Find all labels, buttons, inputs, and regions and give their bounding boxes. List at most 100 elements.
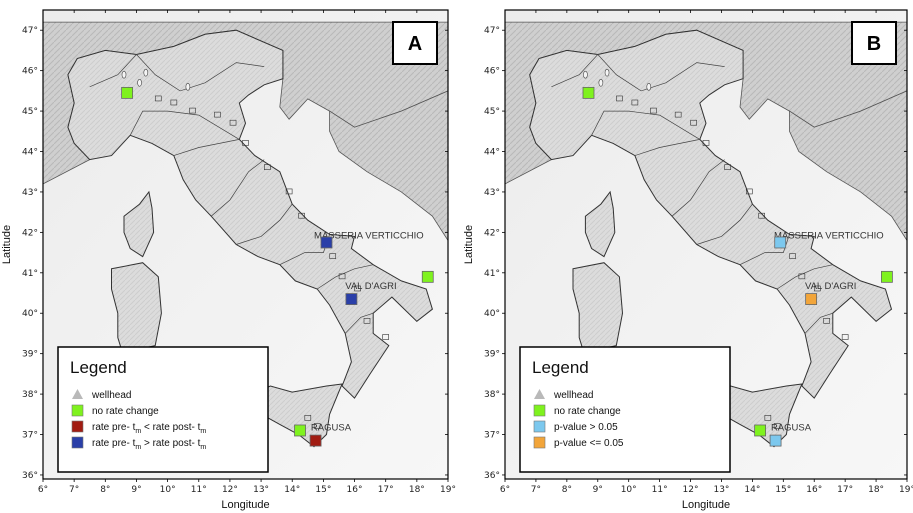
- legend-box: [57, 346, 269, 473]
- region-boundary: [136, 54, 265, 92]
- legend-box: [519, 346, 731, 473]
- permit-outline: [745, 188, 753, 195]
- well-marker: [320, 236, 333, 249]
- lon-tick-label: 17°: [378, 485, 394, 495]
- permit-outline: [798, 273, 806, 280]
- lat-tick-label: 40°: [484, 309, 500, 319]
- lat-tick-label: 37°: [22, 431, 38, 441]
- italy-peninsula: [529, 29, 893, 399]
- place-label: MASSERIA VERTICCHIO: [314, 230, 424, 241]
- legend-item-label: rate pre- tm < rate post- tm: [92, 422, 206, 435]
- lat-tick-label: 38°: [22, 390, 38, 400]
- lon-tick-label: 12°: [222, 485, 238, 495]
- permit-outline: [354, 285, 361, 292]
- lake: [121, 70, 127, 79]
- permit-outline: [702, 140, 710, 146]
- permit-outline: [154, 95, 162, 102]
- legend-item-label: p-value <= 0.05: [554, 438, 624, 449]
- well-marker: [121, 86, 134, 99]
- lon-tick-label: 19°: [440, 485, 456, 495]
- lat-tick-label: 47°: [484, 26, 500, 36]
- lat-tick-label: 41°: [484, 269, 500, 279]
- lon-tick-label: 8°: [100, 485, 110, 495]
- permit-outline: [773, 423, 781, 429]
- balkans-land: [329, 90, 448, 242]
- lon-tick-label: 9°: [593, 485, 603, 495]
- permit-outline: [214, 111, 221, 118]
- lon-tick-label: 14°: [744, 485, 760, 495]
- panel-letter-box: [851, 21, 897, 65]
- lat-tick-label: 40°: [22, 309, 38, 319]
- x-axis-label: Longitude: [221, 499, 269, 511]
- y-axis-label: Latitude: [463, 225, 475, 264]
- lon-tick-label: 6°: [38, 485, 48, 495]
- lat-tick-label: 42°: [22, 228, 38, 238]
- permit-outline: [229, 119, 237, 126]
- region-boundary: [173, 139, 240, 156]
- permit-outline: [841, 334, 849, 340]
- lon-tick-label: 11°: [652, 485, 668, 495]
- lon-tick-label: 14°: [284, 485, 300, 495]
- map-panel-b: 6° 7° 8° 9° 10° 11° 12° 13° 14° 15° 16° 17° 18° 19° 36…: [463, 9, 913, 511]
- well-marker: [774, 236, 787, 249]
- well-marker: [582, 86, 595, 99]
- legend-title: Legend: [70, 358, 127, 377]
- region-boundary: [671, 159, 725, 217]
- lon-tick-label: 15°: [315, 485, 331, 495]
- lon-tick-label: 15°: [775, 485, 791, 495]
- italy-peninsula: [67, 29, 433, 399]
- map-area: [505, 10, 908, 479]
- permit-outline: [758, 212, 765, 219]
- lon-tick-label: 17°: [837, 485, 853, 495]
- balkans-land: [789, 90, 908, 242]
- permit-outline: [189, 107, 196, 114]
- lat-tick-label: 45°: [22, 107, 38, 117]
- region-boundary: [344, 312, 374, 334]
- well-marker: [754, 424, 767, 437]
- lat-tick-label: 43°: [484, 188, 500, 198]
- lon-tick-label: 18°: [868, 485, 884, 495]
- region-boundary: [551, 54, 599, 88]
- lat-tick-label: 44°: [22, 148, 38, 158]
- wellhead-icon: [534, 389, 545, 399]
- permit-outline: [298, 212, 305, 219]
- place-label: MASSERIA VERTICCHIO: [774, 230, 884, 241]
- lon-tick-label: 13°: [713, 485, 729, 495]
- permit-outline: [814, 285, 821, 292]
- well-marker: [345, 293, 358, 305]
- region-boundary: [597, 54, 725, 92]
- permit-outline: [674, 111, 682, 118]
- lake: [185, 83, 191, 91]
- lon-tick-label: 11°: [191, 485, 207, 495]
- lat-tick-label: 43°: [22, 188, 38, 198]
- panel-letter: B: [867, 33, 881, 55]
- permit-outline: [690, 119, 697, 126]
- region-boundary: [236, 203, 293, 245]
- corsica-island: [123, 190, 155, 258]
- map-frame: [42, 9, 449, 480]
- lake: [583, 70, 588, 79]
- permit-outline: [382, 334, 389, 340]
- permit-outline: [304, 415, 312, 421]
- panel-letter-box: [392, 21, 438, 65]
- y-axis-label: Latitude: [1, 225, 13, 264]
- lon-tick-label: 16°: [806, 485, 822, 495]
- place-label: RAGUSA: [771, 422, 812, 433]
- lat-tick-label: 42°: [484, 228, 500, 238]
- permit-outline: [313, 423, 321, 429]
- lat-tick-label: 36°: [484, 471, 500, 481]
- lake: [598, 78, 604, 87]
- lat-tick-label: 46°: [484, 67, 500, 77]
- lon-tick-label: 7°: [531, 485, 541, 495]
- legend-item-label: rate pre- tm > rate post- tm: [92, 438, 206, 451]
- region-boundary: [659, 114, 700, 140]
- region-boundary: [198, 114, 240, 140]
- permit-outline: [631, 99, 639, 106]
- lake: [604, 68, 610, 77]
- region-boundary: [634, 139, 700, 156]
- lon-tick-label: 16°: [347, 485, 363, 495]
- lat-tick-label: 37°: [484, 431, 500, 441]
- permit-outline: [285, 188, 293, 195]
- lon-tick-label: 19°: [899, 485, 913, 495]
